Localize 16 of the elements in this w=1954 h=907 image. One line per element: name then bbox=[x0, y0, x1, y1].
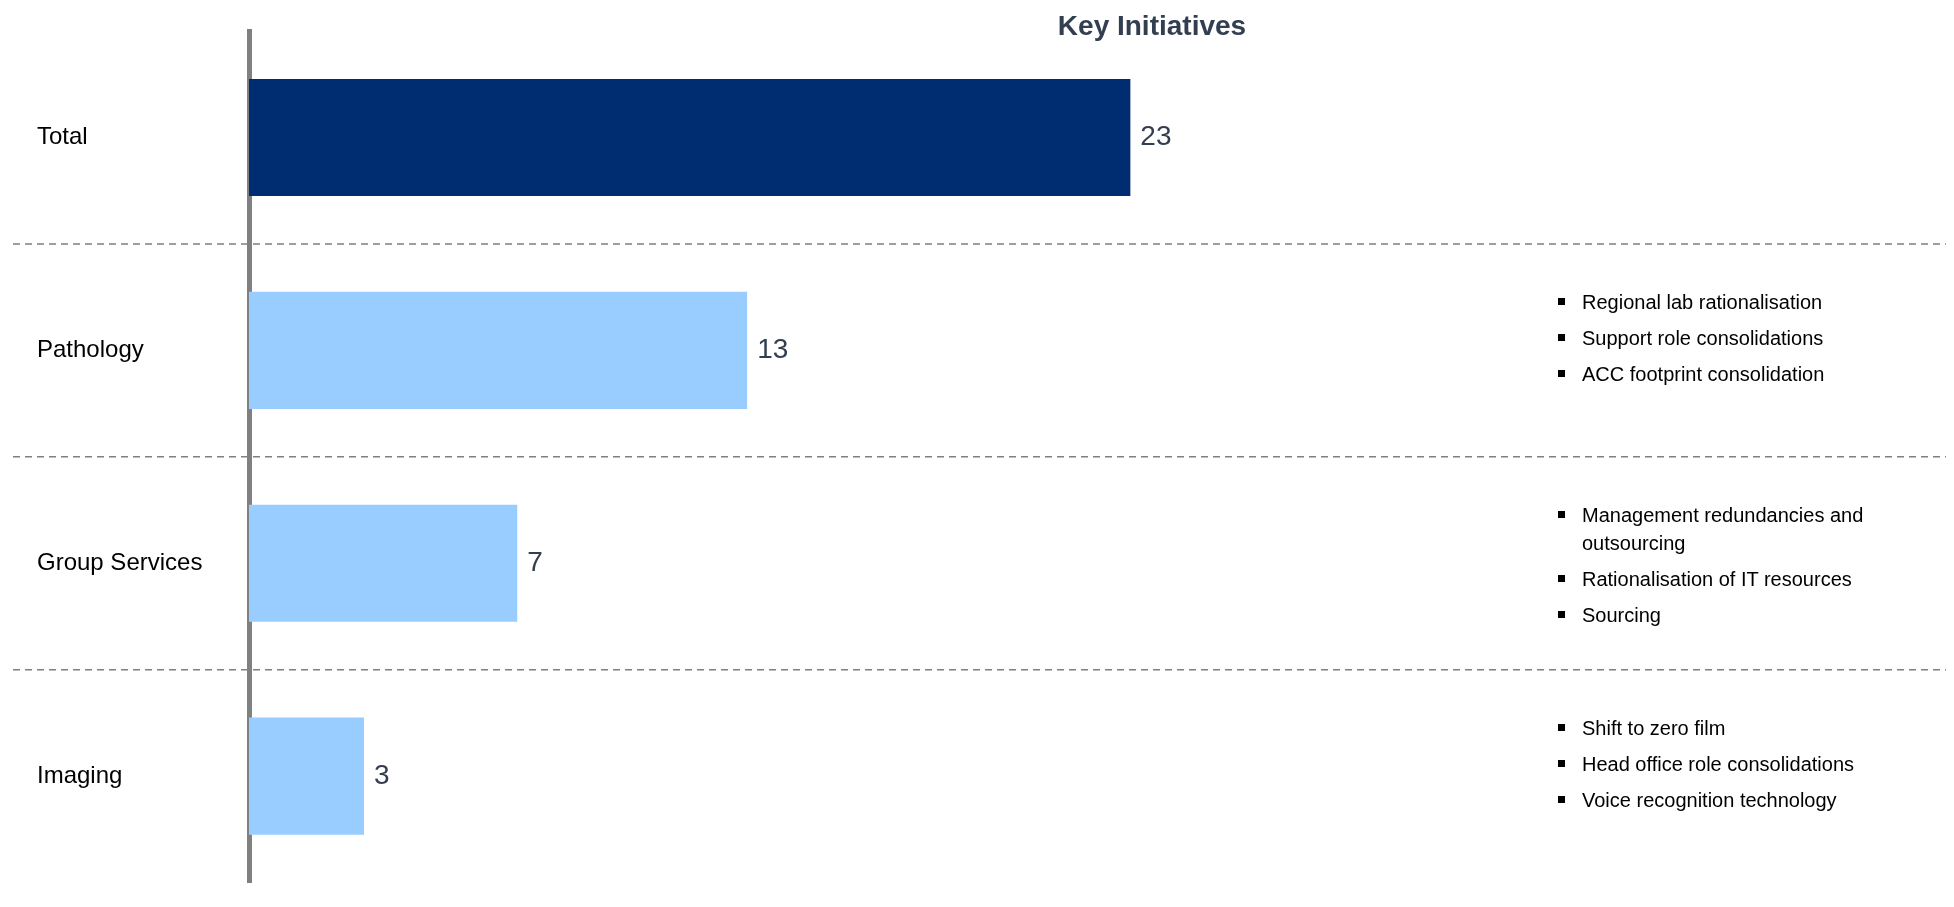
text: Shift to zero film Head office role consolidations Voice recognition technology bbox=[1582, 715, 1855, 813]
data-label: 7 bbox=[527, 545, 543, 577]
data-label: 3 bbox=[373, 758, 390, 790]
bar bbox=[249, 291, 748, 409]
text: Regional lab rationalisation Support role consolidations ACC footprint consolidation bbox=[1582, 289, 1825, 387]
bar bbox=[249, 78, 1131, 196]
data-label: 23 bbox=[1140, 120, 1172, 152]
text: Management redundancies and outsourcing Rationalisation of IT resources Sourcing bbox=[1582, 502, 1865, 628]
y-tick-label: Pathology bbox=[37, 334, 144, 362]
data-label: 13 bbox=[757, 333, 789, 365]
y-tick-label: Imaging bbox=[37, 760, 123, 788]
bar bbox=[249, 504, 518, 622]
chart-title: Key Initiatives bbox=[1057, 10, 1247, 42]
y-tick-label: Total bbox=[37, 122, 88, 150]
bar bbox=[249, 717, 364, 835]
y-tick-label: Group Services bbox=[37, 547, 203, 575]
